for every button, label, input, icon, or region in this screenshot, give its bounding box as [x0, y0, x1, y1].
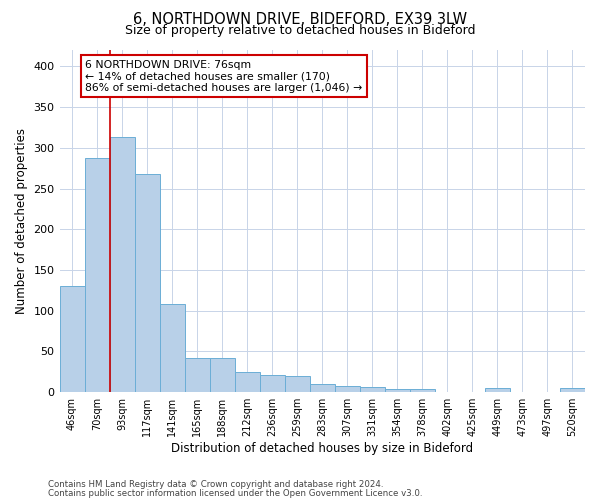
Bar: [209, 358, 235, 392]
Bar: [560, 388, 585, 392]
Y-axis label: Number of detached properties: Number of detached properties: [15, 128, 28, 314]
Bar: [360, 386, 385, 392]
Bar: [335, 386, 360, 392]
Bar: [185, 358, 209, 392]
Bar: [59, 286, 85, 392]
Bar: [410, 389, 435, 392]
Text: Size of property relative to detached houses in Bideford: Size of property relative to detached ho…: [125, 24, 475, 37]
Text: 6 NORTHDOWN DRIVE: 76sqm
← 14% of detached houses are smaller (170)
86% of semi-: 6 NORTHDOWN DRIVE: 76sqm ← 14% of detach…: [85, 60, 362, 93]
Bar: [260, 375, 285, 392]
Bar: [160, 304, 185, 392]
Text: 6, NORTHDOWN DRIVE, BIDEFORD, EX39 3LW: 6, NORTHDOWN DRIVE, BIDEFORD, EX39 3LW: [133, 12, 467, 28]
Bar: [285, 376, 310, 392]
Text: Contains public sector information licensed under the Open Government Licence v3: Contains public sector information licen…: [48, 488, 422, 498]
Bar: [485, 388, 510, 392]
X-axis label: Distribution of detached houses by size in Bideford: Distribution of detached houses by size …: [171, 442, 473, 455]
Bar: [134, 174, 160, 392]
Bar: [235, 372, 260, 392]
Bar: [110, 137, 134, 392]
Bar: [310, 384, 335, 392]
Bar: [85, 158, 110, 392]
Bar: [385, 389, 410, 392]
Text: Contains HM Land Registry data © Crown copyright and database right 2024.: Contains HM Land Registry data © Crown c…: [48, 480, 383, 489]
